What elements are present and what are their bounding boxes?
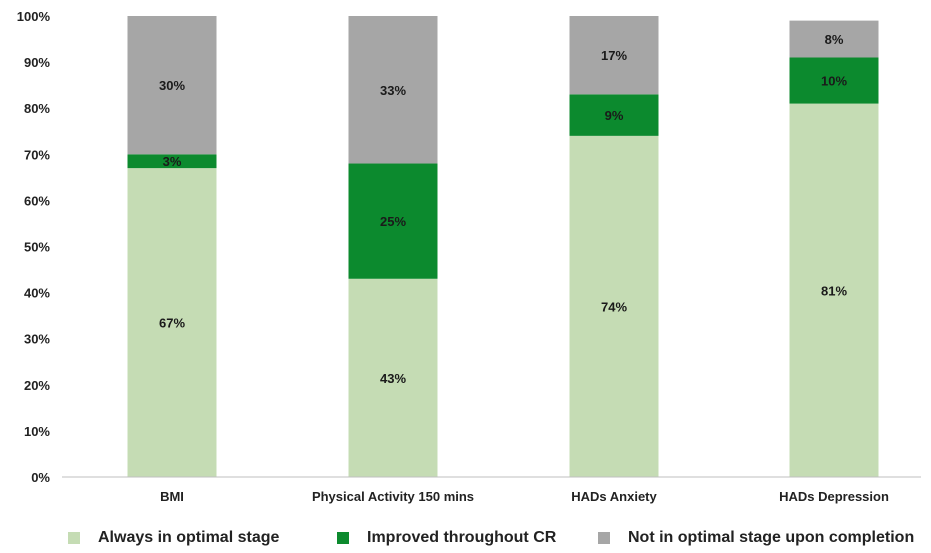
legend-item-improved: Improved throughout CR [337,529,556,547]
x-category-label: HADs Depression [779,489,889,504]
bar-segment [569,16,659,95]
data-label: 81% [821,283,847,298]
y-tick-label: 80% [24,101,50,116]
legend-swatch-always-optimal [68,532,80,544]
data-label: 17% [601,48,627,63]
y-tick-label: 10% [24,424,50,439]
legend-label-not-optimal: Not in optimal stage upon completion [628,529,915,546]
x-axis: BMI Physical Activity 150 mins HADs Anxiet… [160,489,889,504]
data-label: 25% [380,214,406,229]
y-tick-label: 60% [24,193,50,208]
y-tick-label: 30% [24,332,50,347]
data-label: 67% [159,316,185,331]
y-tick-label: 90% [24,55,50,70]
legend: Always in optimal stage Improved through… [0,524,931,552]
y-tick-label: 50% [24,240,50,255]
y-tick-label: 40% [24,286,50,301]
y-tick-label: 20% [24,378,50,393]
y-tick-label: 0% [31,470,50,485]
data-label: 30% [159,78,185,93]
bar-segment [127,168,217,477]
legend-swatch-not-optimal [598,532,610,544]
y-tick-label: 70% [24,147,50,162]
data-label: 9% [605,108,624,123]
bars-group [127,16,879,478]
legend-label-always-optimal: Always in optimal stage [98,529,280,546]
data-label: 74% [601,299,627,314]
legend-item-always-optimal: Always in optimal stage [68,529,279,547]
data-label: 43% [380,371,406,386]
bar-segment [569,135,659,478]
y-tick-label: 100% [17,9,51,24]
bar-segment [348,278,438,477]
bar-segment [127,154,217,169]
x-category-label: HADs Anxiety [571,489,657,504]
legend-swatch-improved [337,532,349,544]
data-label: 8% [825,32,844,47]
data-labels-group: 67% 3% 30% 43% 25% 33% 74% 9% 17% 81% 10% 8% [159,32,847,386]
y-axis: 0% 10% 20% 30% 40% 50% 60% 70% 80% 90% 100% [17,9,51,485]
data-label: 3% [163,154,182,169]
bar-segment [789,20,879,58]
data-label: 33% [380,83,406,98]
x-category-label: BMI [160,489,184,504]
bar-segment [348,163,438,279]
legend-label-improved: Improved throughout CR [367,529,557,546]
bar-segment [348,16,438,164]
x-category-label: Physical Activity 150 mins [312,489,474,504]
bar-segment [789,103,879,477]
stacked-bar-chart: 0% 10% 20% 30% 40% 50% 60% 70% 80% 90% 100% 67% 3% 3… [17,9,921,504]
legend-item-not-optimal: Not in optimal stage upon completion [598,529,914,547]
bar-segment [569,94,659,136]
data-label: 10% [821,74,847,89]
bar-segment [789,57,879,104]
bar-segment [127,16,217,155]
